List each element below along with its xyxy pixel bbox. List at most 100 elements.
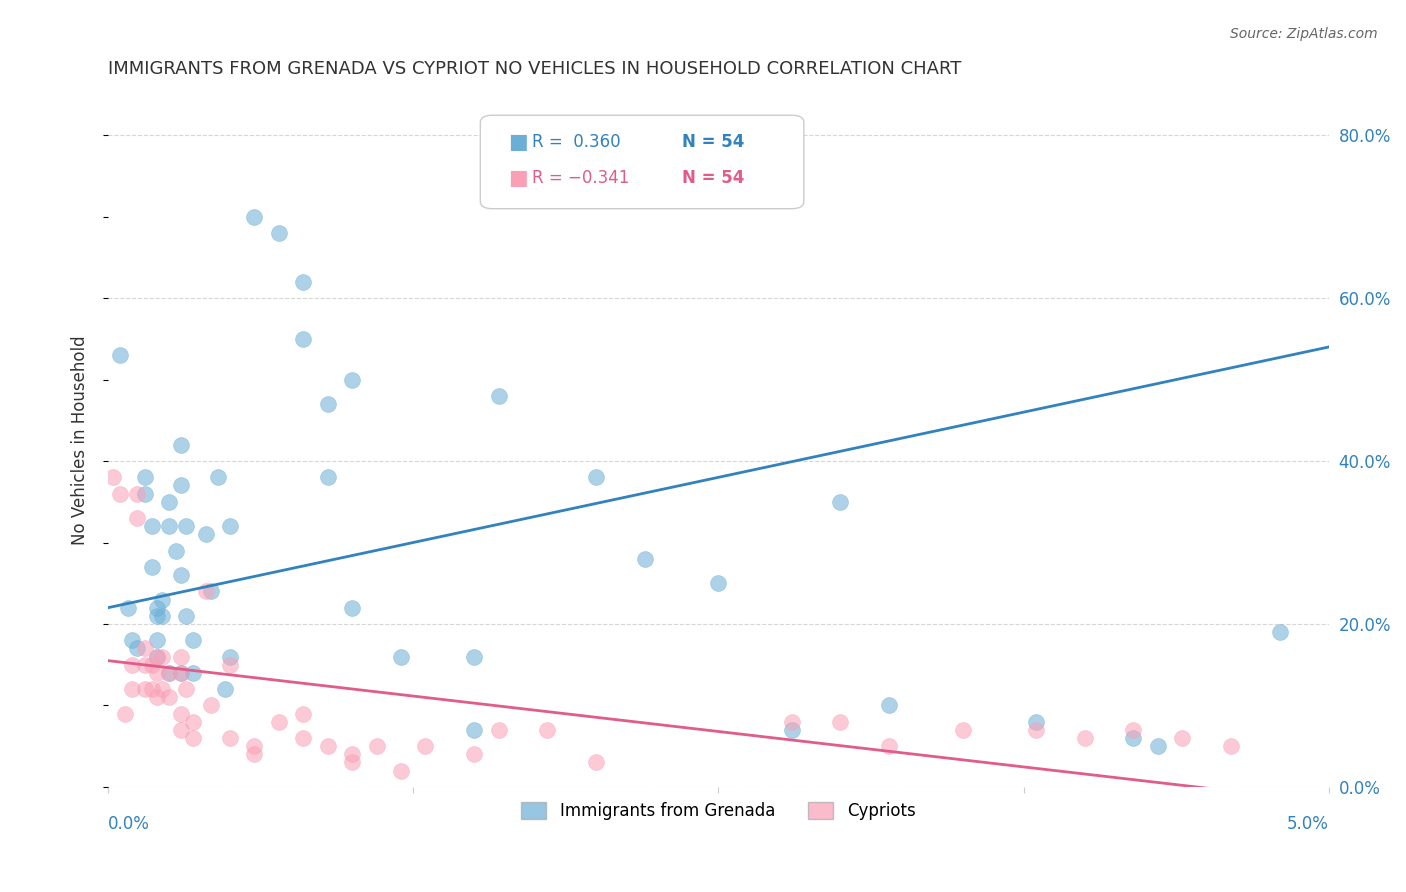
Point [127,486,149,500]
Text: ■: ■ [509,131,529,152]
FancyBboxPatch shape [481,115,804,209]
Point [146,649,169,664]
Point [488,389,510,403]
Point [157,665,180,680]
Point [134,641,156,656]
Point [292,706,315,721]
Point [463,649,485,664]
Point [165,543,187,558]
Legend: Immigrants from Grenada, Cypriots: Immigrants from Grenada, Cypriots [515,796,922,827]
Point [415,739,437,754]
Point [150,592,173,607]
Point [170,665,193,680]
Point [108,348,131,362]
Point [134,486,156,500]
Text: ■: ■ [509,168,529,187]
Point [243,739,266,754]
Point [219,657,242,672]
Point [121,657,143,672]
Point [146,690,169,705]
Point [1147,739,1170,754]
Point [200,584,222,599]
Point [170,438,193,452]
Point [127,511,149,525]
Point [585,470,607,484]
Point [1268,625,1291,640]
Point [316,470,339,484]
Point [101,470,124,484]
Text: Source: ZipAtlas.com: Source: ZipAtlas.com [1230,27,1378,41]
Point [1171,731,1194,745]
Point [780,714,803,729]
Point [585,756,607,770]
Point [170,723,193,737]
Point [292,731,315,745]
Point [127,641,149,656]
Point [141,519,163,533]
Point [134,657,156,672]
Point [194,584,217,599]
Point [1220,739,1243,754]
Point [146,633,169,648]
Text: IMMIGRANTS FROM GRENADA VS CYPRIOT NO VEHICLES IN HOUSEHOLD CORRELATION CHART: IMMIGRANTS FROM GRENADA VS CYPRIOT NO VE… [108,60,962,78]
Point [146,608,169,623]
Point [316,739,339,754]
Point [463,723,485,737]
Point [146,600,169,615]
Point [134,470,156,484]
Point [219,519,242,533]
Point [389,764,412,778]
Point [877,698,900,713]
Point [141,560,163,574]
Point [183,731,205,745]
Point [877,739,900,754]
Point [340,747,363,762]
Point [170,706,193,721]
Point [634,551,657,566]
Point [157,665,180,680]
Point [1025,714,1047,729]
Point [243,747,266,762]
Point [389,649,412,664]
Point [267,226,290,240]
Point [150,682,173,697]
Point [174,608,197,623]
Point [340,756,363,770]
Point [157,495,180,509]
Point [1122,723,1144,737]
Point [707,576,730,591]
Point [292,332,315,346]
Point [463,747,485,762]
Point [170,649,193,664]
Point [157,519,180,533]
Point [121,682,143,697]
Point [340,600,363,615]
Point [170,478,193,492]
Point [183,633,205,648]
Point [830,714,852,729]
Point [267,714,290,729]
Point [150,649,173,664]
Point [292,275,315,289]
Point [114,706,136,721]
Point [141,682,163,697]
Point [134,682,156,697]
Point [1122,731,1144,745]
Point [146,649,169,664]
Y-axis label: No Vehicles in Household: No Vehicles in Household [72,336,89,546]
Point [536,723,558,737]
Text: R =  0.360: R = 0.360 [531,133,620,151]
Point [780,723,803,737]
Point [150,608,173,623]
Point [170,568,193,582]
Point [183,714,205,729]
Point [219,649,242,664]
Point [1025,723,1047,737]
Point [340,373,363,387]
Point [141,657,163,672]
Text: N = 54: N = 54 [682,133,744,151]
Text: N = 54: N = 54 [682,169,744,186]
Point [183,665,205,680]
Point [200,698,222,713]
Text: 5.0%: 5.0% [1286,814,1329,832]
